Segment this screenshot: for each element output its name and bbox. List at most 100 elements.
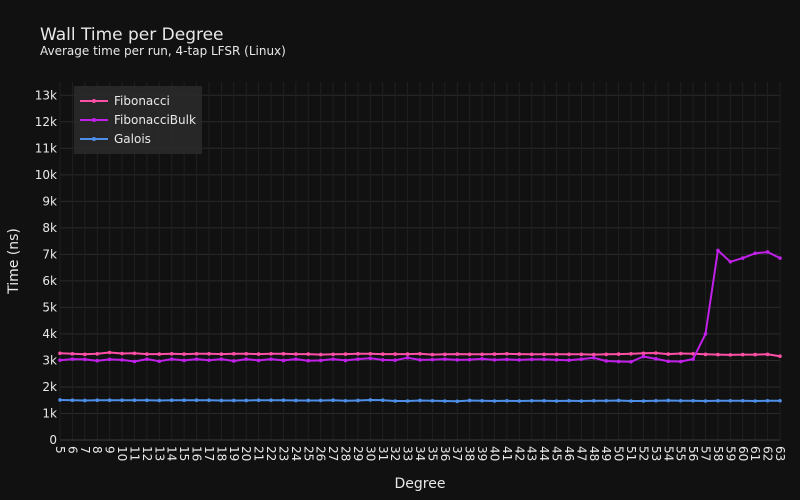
data-point (604, 352, 609, 357)
data-point (716, 248, 720, 253)
x-tick-label: 60 (736, 446, 750, 461)
data-point (629, 352, 633, 356)
data-point (542, 357, 546, 362)
data-point (505, 398, 509, 403)
data-point (83, 357, 87, 362)
data-point (380, 398, 385, 403)
x-tick-label: 50 (612, 446, 626, 461)
x-tick-label: 41 (500, 446, 514, 461)
data-point (343, 352, 348, 356)
x-tick-label: 36 (438, 446, 452, 461)
data-point (728, 259, 733, 264)
data-point (616, 359, 621, 364)
data-point (70, 357, 75, 361)
data-point (157, 352, 162, 356)
chart-title: Wall Time per Degree (40, 25, 224, 45)
data-point (70, 352, 75, 356)
data-point (765, 398, 770, 403)
x-tick-label: 15 (177, 446, 191, 461)
data-point (778, 256, 782, 260)
x-tick-label: 25 (301, 446, 315, 461)
data-point (256, 398, 261, 403)
chart-subtitle: Average time per run, 4-tap LFSR (Linux) (40, 44, 286, 58)
x-tick-label: 11 (127, 446, 141, 461)
data-point (269, 357, 273, 361)
data-point (691, 352, 695, 356)
x-tick-label: 37 (450, 446, 464, 461)
data-point (455, 358, 460, 362)
series-lines (58, 248, 782, 404)
data-point (554, 352, 559, 357)
data-point (492, 352, 497, 356)
data-point (294, 398, 298, 403)
data-point (591, 355, 596, 360)
data-point (666, 398, 671, 403)
data-point (368, 352, 373, 356)
data-point (728, 353, 733, 357)
data-point (393, 399, 397, 403)
y-tick-label: 12k (35, 115, 57, 129)
y-tick-label: 10k (35, 168, 57, 182)
x-tick-label: 43 (525, 446, 539, 461)
data-point (281, 352, 286, 356)
data-point (691, 398, 695, 403)
data-point (145, 398, 149, 403)
x-tick-label: 33 (401, 446, 415, 461)
x-tick-label: 12 (140, 446, 154, 461)
data-point (753, 251, 757, 256)
data-point (517, 358, 522, 362)
data-point (281, 398, 286, 403)
x-tick-label: 42 (512, 446, 526, 461)
data-point (641, 354, 646, 359)
data-point (529, 352, 534, 357)
data-point (83, 398, 87, 403)
data-point (306, 352, 311, 356)
data-point (207, 398, 211, 403)
data-point (182, 352, 186, 356)
data-point (604, 398, 609, 403)
data-point (666, 359, 671, 364)
data-point (120, 351, 124, 356)
x-tick-label: 30 (363, 446, 377, 461)
data-point (120, 358, 124, 362)
data-point (145, 357, 149, 361)
data-point (70, 398, 75, 403)
data-point (132, 359, 137, 364)
x-tick-label: 53 (649, 446, 663, 461)
data-point (591, 398, 596, 403)
x-tick-label: 46 (562, 446, 576, 461)
data-point (443, 352, 447, 357)
data-point (95, 398, 100, 403)
y-tick-label: 5k (42, 300, 57, 314)
data-point (666, 352, 671, 356)
x-tick-label: 49 (599, 446, 613, 461)
data-point (716, 398, 720, 403)
data-point (517, 399, 522, 403)
data-point (331, 357, 335, 361)
x-tick-label: 39 (475, 446, 489, 461)
data-point (256, 358, 261, 363)
data-point (567, 352, 571, 357)
data-point (207, 352, 211, 356)
y-tick-label: 9k (42, 194, 57, 208)
data-point (120, 398, 124, 403)
data-point (256, 352, 261, 356)
data-point (728, 398, 733, 403)
y-tick-label: 0 (49, 433, 57, 447)
data-point (269, 398, 273, 403)
x-tick-label: 58 (711, 446, 725, 461)
y-tick-label: 6k (42, 274, 57, 288)
data-point (678, 359, 683, 364)
data-point (418, 352, 422, 356)
data-point (443, 357, 447, 361)
x-tick-label: 17 (202, 446, 216, 461)
data-point (294, 352, 298, 356)
data-point (107, 398, 112, 403)
x-tick-label: 21 (252, 446, 266, 461)
data-point (194, 398, 199, 403)
x-tick-label: 55 (674, 446, 688, 461)
data-point (703, 332, 708, 336)
data-point (703, 399, 708, 403)
data-point (616, 398, 621, 403)
